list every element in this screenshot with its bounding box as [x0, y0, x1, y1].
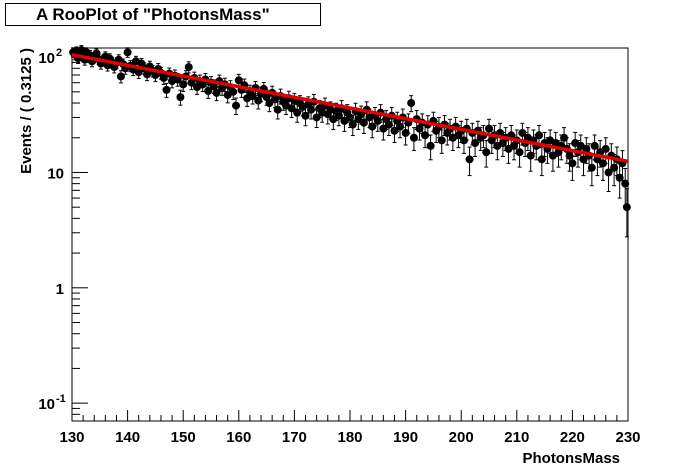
data-point: [565, 151, 574, 160]
data-point: [173, 75, 182, 84]
fit-line: [71, 52, 629, 164]
data-point: [407, 99, 416, 108]
data-point: [560, 133, 569, 142]
data-point: [590, 141, 599, 150]
y-tick-label: 10: [47, 165, 64, 182]
data-point: [421, 131, 430, 140]
data-point: [232, 101, 241, 110]
plot-frame: [71, 47, 629, 422]
data-points: [69, 45, 631, 238]
data-point: [535, 131, 544, 140]
data-point: [307, 105, 316, 114]
data-point: [604, 168, 613, 177]
data-point: [471, 139, 480, 148]
data-point: [598, 159, 607, 168]
data-point: [301, 111, 310, 120]
y-axis-label: Events / ( 0.3125 ): [18, 48, 35, 174]
data-point: [273, 105, 282, 114]
y-tick-exponent: 2: [56, 47, 62, 59]
data-point: [229, 87, 238, 96]
data-point: [537, 155, 546, 164]
data-point: [287, 104, 296, 113]
data-point: [116, 72, 125, 81]
x-tick-label: 160: [226, 429, 251, 446]
data-point: [409, 133, 418, 142]
data-point: [359, 118, 368, 127]
data-point: [396, 122, 405, 131]
data-point: [482, 148, 491, 157]
x-tick-label: 130: [59, 429, 84, 446]
data-point: [134, 68, 143, 77]
data-point: [459, 136, 468, 145]
data-point: [515, 148, 524, 157]
data-point: [615, 173, 624, 182]
data-point: [209, 82, 218, 91]
data-point: [401, 128, 410, 137]
data-point: [123, 48, 132, 57]
data-point: [587, 163, 596, 172]
x-tick-label: 140: [115, 429, 140, 446]
fit-curve: [71, 52, 629, 164]
x-tick-label: 220: [560, 429, 585, 446]
data-point: [162, 85, 171, 94]
data-point: [368, 122, 377, 131]
data-point: [348, 120, 357, 129]
data-point: [601, 144, 610, 153]
data-point: [293, 108, 302, 117]
x-axis-label: PhotonsMass: [522, 450, 620, 467]
x-tick-label: 200: [449, 429, 474, 446]
data-point: [554, 148, 563, 157]
x-tick-label: 180: [337, 429, 362, 446]
data-point: [373, 116, 382, 125]
data-point: [184, 63, 193, 72]
y-tick-label: 1: [56, 281, 64, 298]
x-tick-label: 150: [171, 429, 196, 446]
data-point: [234, 76, 243, 85]
data-point: [622, 203, 631, 212]
data-point: [465, 155, 474, 164]
chart-title: A RooPlot of "PhotonsMass": [5, 3, 321, 26]
data-point: [426, 141, 435, 150]
data-point: [437, 136, 446, 145]
y-tick-label: 10: [38, 50, 55, 67]
data-point: [518, 128, 527, 137]
x-tick-label: 190: [393, 429, 418, 446]
x-axis: 130 140 150 160 170 180 190 200 210 220 230: [59, 410, 641, 446]
data-point: [212, 88, 221, 97]
data-point: [610, 163, 619, 172]
data-point: [159, 73, 168, 82]
data-point: [582, 144, 591, 153]
data-point: [254, 96, 263, 105]
data-point: [384, 120, 393, 129]
data-point: [312, 113, 321, 122]
x-tick-label: 230: [615, 429, 640, 446]
data-point: [179, 80, 188, 89]
y-tick-exponent: -1: [56, 393, 66, 405]
data-point: [176, 93, 185, 102]
data-point: [379, 124, 388, 133]
x-tick-label: 210: [504, 429, 529, 446]
data-point: [568, 159, 577, 168]
data-point: [390, 126, 399, 135]
data-point: [621, 179, 630, 188]
data-point: [204, 86, 213, 95]
y-tick-label: 10: [38, 396, 55, 413]
x-tick-label: 170: [282, 429, 307, 446]
data-point: [485, 124, 493, 133]
data-point: [248, 92, 257, 101]
